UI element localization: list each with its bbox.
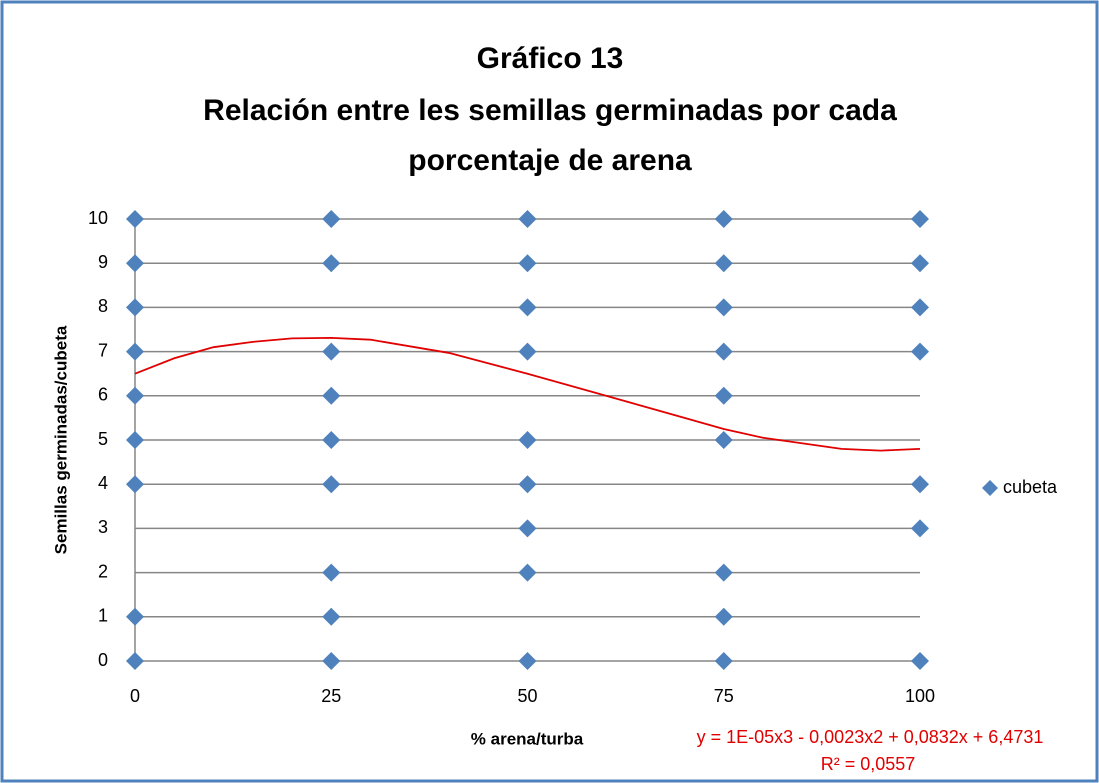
y-tick-label: 6 [98, 385, 108, 405]
point [518, 210, 537, 228]
point [126, 431, 144, 449]
point [714, 342, 733, 361]
point [714, 254, 733, 273]
point [714, 298, 733, 317]
point [126, 342, 144, 361]
point [714, 563, 733, 582]
point [322, 342, 341, 361]
y-tick-label: 2 [98, 561, 108, 581]
x-tick-label: 0 [130, 686, 140, 706]
trendline-r2: R² = 0,0557 [821, 754, 916, 774]
x-tick-label: 100 [905, 686, 935, 706]
point [911, 475, 929, 494]
point [126, 298, 144, 317]
y-tick-label: 4 [98, 473, 108, 493]
point [518, 475, 537, 494]
point [518, 519, 537, 538]
y-tick-label: 7 [98, 340, 108, 360]
point [322, 431, 341, 449]
point [126, 386, 144, 405]
chart-title: Relación entre les semillas germinadas p… [203, 94, 897, 127]
y-tick-label: 3 [98, 517, 108, 537]
point [322, 563, 341, 582]
point [911, 519, 929, 538]
trendline-equation: y = 1E-05x3 - 0,0023x2 + 0,0832x + 6,473… [697, 727, 1044, 747]
point [518, 563, 537, 582]
x-tick-label: 75 [714, 686, 734, 706]
point [911, 342, 929, 361]
point [322, 607, 341, 626]
point [714, 431, 733, 449]
point [322, 652, 341, 670]
point [322, 210, 341, 228]
point [518, 652, 537, 670]
y-tick-label: 10 [88, 208, 108, 228]
point [126, 475, 144, 494]
point [518, 431, 537, 449]
y-tick-label: 9 [98, 252, 108, 272]
point [518, 298, 537, 317]
point [911, 652, 929, 670]
point [322, 475, 341, 494]
legend-label: cubeta [1003, 477, 1058, 497]
y-tick-label: 8 [98, 296, 108, 316]
chart-title: porcentaje de arena [408, 144, 692, 177]
point [126, 254, 144, 273]
point [714, 210, 733, 228]
y-tick-label: 5 [98, 429, 108, 449]
chart-title: Gráfico 13 [477, 42, 624, 75]
y-axis-label: Semillas germinadas/cubeta [51, 325, 70, 554]
point [714, 386, 733, 405]
point [714, 652, 733, 670]
point [322, 386, 341, 405]
point [911, 210, 929, 228]
point [126, 210, 144, 228]
point [126, 652, 144, 670]
point [518, 342, 537, 361]
point [322, 254, 341, 273]
point [714, 607, 733, 626]
point [911, 254, 929, 273]
y-tick-label: 0 [98, 650, 108, 670]
legend-marker [982, 480, 998, 496]
point [126, 607, 144, 626]
y-tick-label: 1 [98, 606, 108, 626]
point [911, 298, 929, 317]
x-axis-label: % arena/turba [471, 729, 584, 748]
trendline [134, 336, 921, 452]
point [518, 254, 537, 273]
x-tick-label: 25 [321, 686, 341, 706]
x-tick-label: 50 [517, 686, 537, 706]
